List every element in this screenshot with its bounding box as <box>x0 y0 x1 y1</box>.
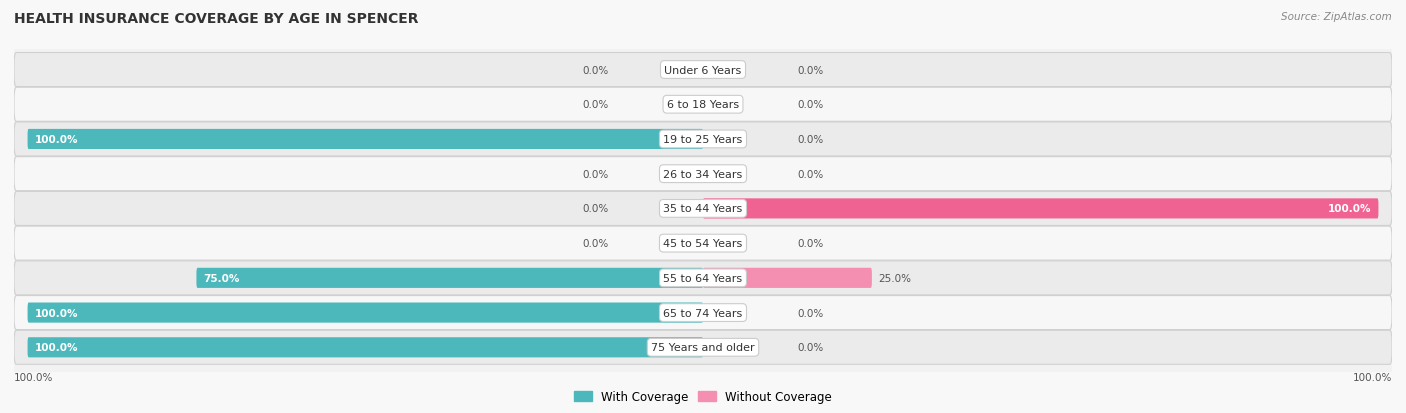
Text: 0.0%: 0.0% <box>797 308 824 318</box>
FancyBboxPatch shape <box>14 53 1392 87</box>
Text: 55 to 64 Years: 55 to 64 Years <box>664 273 742 283</box>
Text: 26 to 34 Years: 26 to 34 Years <box>664 169 742 179</box>
FancyBboxPatch shape <box>14 157 1392 191</box>
Legend: With Coverage, Without Coverage: With Coverage, Without Coverage <box>569 385 837 408</box>
Text: Under 6 Years: Under 6 Years <box>665 65 741 75</box>
Text: 100.0%: 100.0% <box>34 342 77 352</box>
Text: 0.0%: 0.0% <box>797 342 824 352</box>
FancyBboxPatch shape <box>14 330 1392 364</box>
Text: 0.0%: 0.0% <box>797 135 824 145</box>
FancyBboxPatch shape <box>703 268 872 288</box>
FancyBboxPatch shape <box>28 337 703 358</box>
Text: 0.0%: 0.0% <box>797 239 824 249</box>
FancyBboxPatch shape <box>28 303 703 323</box>
Text: 75 Years and older: 75 Years and older <box>651 342 755 352</box>
FancyBboxPatch shape <box>197 268 703 288</box>
Text: 100.0%: 100.0% <box>34 135 77 145</box>
Text: Source: ZipAtlas.com: Source: ZipAtlas.com <box>1281 12 1392 22</box>
Text: 6 to 18 Years: 6 to 18 Years <box>666 100 740 110</box>
FancyBboxPatch shape <box>14 296 1392 330</box>
FancyBboxPatch shape <box>14 88 1392 122</box>
FancyBboxPatch shape <box>28 130 703 150</box>
Text: 100.0%: 100.0% <box>14 372 53 382</box>
Text: 25.0%: 25.0% <box>879 273 911 283</box>
FancyBboxPatch shape <box>14 261 1392 295</box>
FancyBboxPatch shape <box>14 227 1392 261</box>
Text: 0.0%: 0.0% <box>582 239 609 249</box>
Text: 0.0%: 0.0% <box>582 204 609 214</box>
Text: 0.0%: 0.0% <box>797 65 824 75</box>
Text: 75.0%: 75.0% <box>204 273 239 283</box>
FancyBboxPatch shape <box>703 199 1378 219</box>
Text: 100.0%: 100.0% <box>1353 372 1392 382</box>
Text: 0.0%: 0.0% <box>582 100 609 110</box>
FancyBboxPatch shape <box>14 192 1392 226</box>
Text: 0.0%: 0.0% <box>582 169 609 179</box>
Text: 35 to 44 Years: 35 to 44 Years <box>664 204 742 214</box>
Text: 19 to 25 Years: 19 to 25 Years <box>664 135 742 145</box>
Text: 0.0%: 0.0% <box>797 169 824 179</box>
Text: 0.0%: 0.0% <box>797 100 824 110</box>
Text: 100.0%: 100.0% <box>1329 204 1372 214</box>
Text: HEALTH INSURANCE COVERAGE BY AGE IN SPENCER: HEALTH INSURANCE COVERAGE BY AGE IN SPEN… <box>14 12 419 26</box>
Text: 100.0%: 100.0% <box>34 308 77 318</box>
Text: 65 to 74 Years: 65 to 74 Years <box>664 308 742 318</box>
Text: 0.0%: 0.0% <box>582 65 609 75</box>
FancyBboxPatch shape <box>14 123 1392 157</box>
Text: 45 to 54 Years: 45 to 54 Years <box>664 239 742 249</box>
